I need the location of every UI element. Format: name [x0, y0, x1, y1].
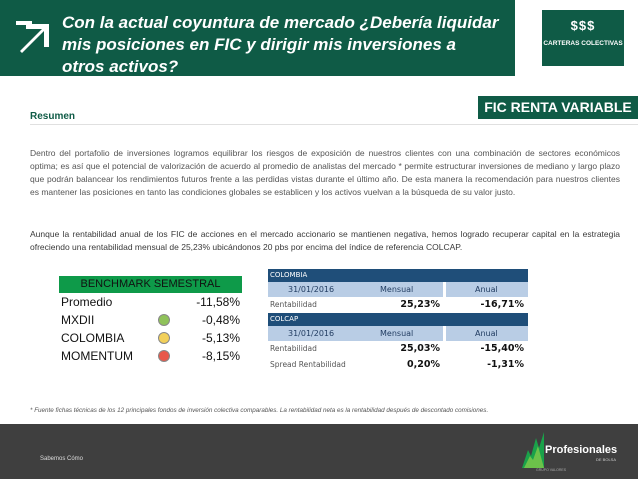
- benchmark-row: MOMENTUM -8,15%: [59, 347, 242, 365]
- spread-label: Spread Rentabilidad: [270, 360, 346, 369]
- benchmark-value: -8,15%: [201, 349, 240, 363]
- divider: [30, 124, 638, 125]
- spread-row: Spread Rentabilidad 0,20% -1,31%: [268, 357, 528, 373]
- summary-paragraph: Dentro del portafolio de inversiones log…: [30, 148, 620, 197]
- fund-tag: FIC RENTA VARIABLE: [478, 96, 638, 119]
- colombia-anual: -16,71%: [480, 299, 524, 310]
- colombia-header: COLOMBIA: [268, 269, 528, 282]
- colombia-anual-label: Anual: [475, 285, 498, 294]
- footer: Sabemos Cómo Profesionales DE BOLSA GRUP…: [0, 424, 638, 479]
- colombia-mensual-label: Mensual: [380, 285, 414, 294]
- footnote: * Fuente fichas técnicas de los 12 princ…: [30, 407, 489, 414]
- benchmark-row: MXDII -0,48%: [59, 311, 242, 329]
- brand-sub: DE BOLSA: [596, 457, 617, 462]
- benchmark-label: COLOMBIA: [61, 331, 125, 345]
- brand-name: Profesionales: [545, 444, 618, 456]
- spread-anual: -1,31%: [487, 359, 524, 370]
- benchmark-row: Promedio -11,58%: [59, 293, 242, 311]
- benchmark-value: -11,58%: [196, 295, 240, 309]
- arrow-up-right-icon: [14, 19, 54, 59]
- brand-bars-icon: [522, 432, 544, 468]
- returns-table: COLOMBIA 31/01/2016 Mensual Anual Rentab…: [268, 269, 528, 373]
- colombia-row: Rentabilidad 25,23% -16,71%: [268, 297, 528, 313]
- benchmark-value: -0,48%: [201, 313, 240, 327]
- benchmark-label: MOMENTUM: [61, 349, 133, 363]
- colcap-date: 31/01/2016: [288, 329, 335, 338]
- colombia-subheader: 31/01/2016 Mensual Anual: [268, 282, 528, 297]
- colcap-mensual-label: Mensual: [380, 329, 414, 338]
- colombia-date: 31/01/2016: [288, 285, 335, 294]
- spread-mensual: 0,20%: [407, 359, 440, 370]
- colcap-mensual: 25,03%: [400, 343, 440, 354]
- header-band: Con la actual coyuntura de mercado ¿Debe…: [0, 0, 515, 76]
- header: Con la actual coyuntura de mercado ¿Debe…: [0, 0, 638, 76]
- colcap-row: Rentabilidad 25,03% -15,40%: [268, 341, 528, 357]
- benchmark-row: COLOMBIA -5,13%: [59, 329, 242, 347]
- status-dot-icon: [158, 314, 170, 326]
- performance-paragraph: Aunque la rentabilidad anual de los FIC …: [30, 229, 620, 252]
- brand-line: GRUPO VALORES: [536, 468, 567, 472]
- benchmark-table: BENCHMARK SEMESTRAL Promedio -11,58% MXD…: [59, 276, 242, 365]
- status-dot-icon: [158, 332, 170, 344]
- row-label: Rentabilidad: [270, 300, 317, 309]
- colcap-subheader: 31/01/2016 Mensual Anual: [268, 326, 528, 341]
- carteras-logo: $$$ CARTERAS COLECTIVAS: [528, 0, 638, 76]
- row-label: Rentabilidad: [270, 344, 317, 353]
- money-bags-icon: $$$: [570, 18, 596, 33]
- colcap-header: COLCAP: [268, 313, 528, 326]
- colombia-mensual: 25,23%: [400, 299, 440, 310]
- benchmark-value: -5,13%: [201, 331, 240, 345]
- section-label: Resumen: [30, 111, 76, 122]
- page-title: Con la actual coyuntura de mercado ¿Debe…: [62, 13, 499, 76]
- colcap-anual: -15,40%: [480, 343, 524, 354]
- footer-slogan: Sabemos Cómo: [40, 456, 84, 462]
- benchmark-label: MXDII: [61, 313, 95, 327]
- benchmark-label: Promedio: [61, 295, 113, 309]
- status-dot-icon: [158, 350, 170, 362]
- logo-text: CARTERAS COLECTIVAS: [543, 40, 623, 47]
- benchmark-title: BENCHMARK SEMESTRAL: [59, 276, 242, 293]
- colcap-anual-label: Anual: [475, 329, 498, 338]
